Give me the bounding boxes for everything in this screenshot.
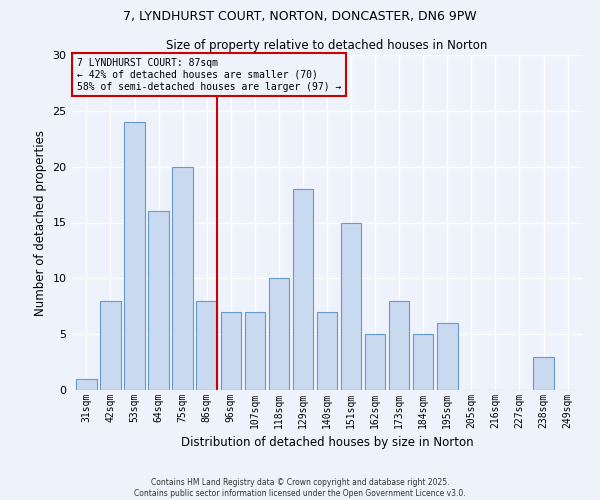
Bar xyxy=(437,323,458,390)
Bar xyxy=(317,312,337,390)
Bar xyxy=(413,334,433,390)
Bar xyxy=(172,166,193,390)
Bar xyxy=(100,300,121,390)
X-axis label: Distribution of detached houses by size in Norton: Distribution of detached houses by size … xyxy=(181,436,473,450)
Text: 7, LYNDHURST COURT, NORTON, DONCASTER, DN6 9PW: 7, LYNDHURST COURT, NORTON, DONCASTER, D… xyxy=(123,10,477,23)
Bar xyxy=(389,300,409,390)
Bar xyxy=(245,312,265,390)
Title: Size of property relative to detached houses in Norton: Size of property relative to detached ho… xyxy=(166,40,488,52)
Bar xyxy=(341,222,361,390)
Bar xyxy=(269,278,289,390)
Text: 7 LYNDHURST COURT: 87sqm
← 42% of detached houses are smaller (70)
58% of semi-d: 7 LYNDHURST COURT: 87sqm ← 42% of detach… xyxy=(77,58,341,92)
Text: Contains HM Land Registry data © Crown copyright and database right 2025.
Contai: Contains HM Land Registry data © Crown c… xyxy=(134,478,466,498)
Bar xyxy=(533,356,554,390)
Y-axis label: Number of detached properties: Number of detached properties xyxy=(34,130,47,316)
Bar xyxy=(76,379,97,390)
Bar xyxy=(148,212,169,390)
Bar xyxy=(124,122,145,390)
Bar xyxy=(365,334,385,390)
Bar xyxy=(196,300,217,390)
Bar xyxy=(221,312,241,390)
Bar xyxy=(293,189,313,390)
